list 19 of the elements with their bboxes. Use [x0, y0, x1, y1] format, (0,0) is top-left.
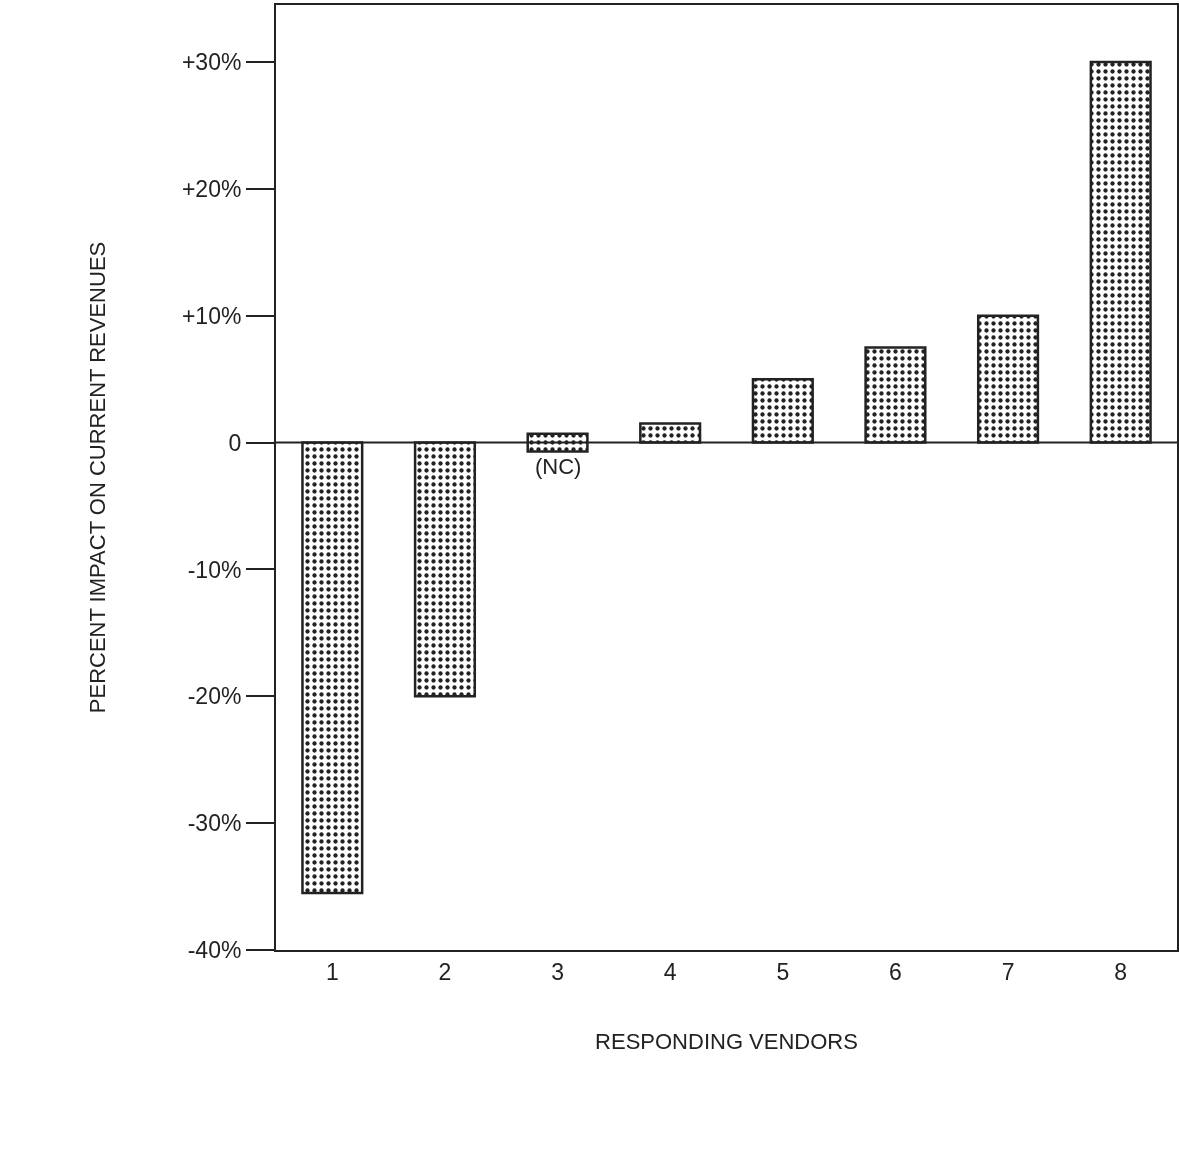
- y-tick-label: -10%: [187, 556, 242, 583]
- y-tick-label: -20%: [187, 683, 242, 710]
- x-tick-label: 4: [663, 958, 677, 985]
- x-tick-label: 2: [438, 958, 452, 985]
- y-tick-label: +30%: [181, 49, 242, 76]
- y-tick-label: +10%: [181, 302, 242, 329]
- y-tick-label: 0: [228, 429, 242, 456]
- annotation: (NC): [535, 454, 582, 479]
- y-tick-label: -30%: [187, 810, 242, 837]
- y-tick-label: -40%: [187, 937, 242, 964]
- y-tick-label: +20%: [181, 175, 242, 202]
- x-axis-title: RESPONDING VENDORS: [595, 1029, 858, 1054]
- y-axis-title: PERCENT IMPACT ON CURRENT REVENUES: [85, 241, 111, 714]
- x-tick-label: 7: [1001, 958, 1015, 985]
- x-tick-label: 6: [889, 958, 902, 985]
- x-tick-label: 3: [551, 958, 564, 985]
- x-tick-label: 5: [776, 958, 790, 985]
- x-tick-label: 8: [1114, 958, 1128, 985]
- x-tick-label: 1: [325, 958, 339, 985]
